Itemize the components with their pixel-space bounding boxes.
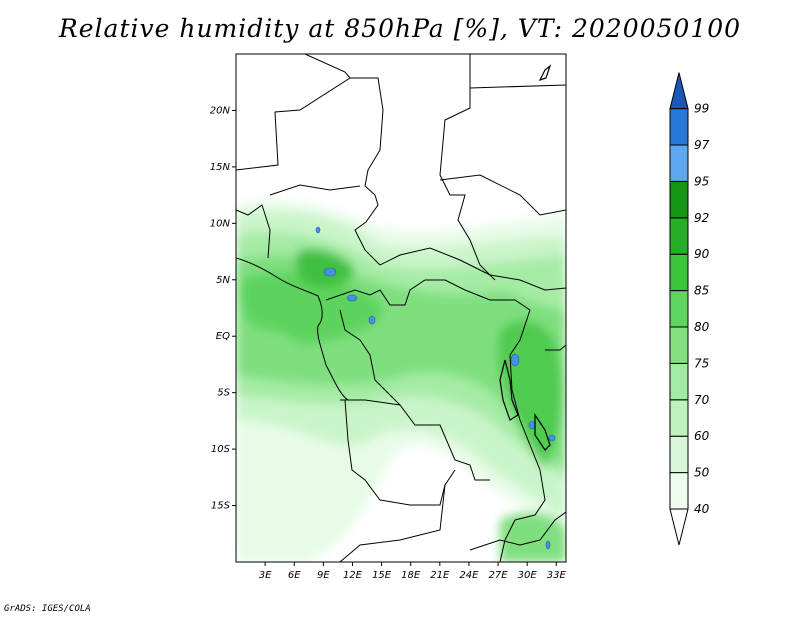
map-frame — [235, 53, 567, 563]
colorbar-label: 75 — [694, 356, 709, 370]
lon-tick-label: 3E — [259, 570, 272, 581]
lon-tick-label: 15E — [372, 570, 392, 581]
lon-tick-label: 18E — [401, 570, 421, 581]
colorbar-label: 90 — [694, 247, 710, 261]
credit-label: GrADS: IGES/COLA — [4, 604, 91, 614]
colorbar-segment — [669, 290, 689, 328]
colorbar-segment — [669, 72, 689, 110]
lon-tick-label: 33E — [547, 570, 567, 581]
humidity-field — [236, 54, 566, 562]
colorbar-segment — [669, 472, 689, 510]
colorbar-label: 92 — [694, 211, 709, 225]
colorbar-segment — [669, 326, 689, 364]
lon-tick-label: 24E — [459, 570, 479, 581]
lat-tick-label: 10S — [211, 444, 231, 455]
colorbar-segment — [669, 362, 689, 401]
colorbar-segment — [669, 144, 689, 182]
country-borders — [236, 54, 566, 562]
colorbar-segment — [669, 180, 689, 219]
colorbar-segment — [669, 253, 689, 292]
lon-tick-label: 27E — [489, 570, 509, 581]
map-title: Relative humidity at 850hPa [%], VT: 202… — [58, 14, 742, 43]
latitude-axis: 20N 15N 10N 5N EQ 5S 10S 15S — [210, 105, 236, 512]
colorbar-label: 50 — [694, 466, 710, 480]
lat-tick-label: 5N — [216, 275, 230, 286]
longitude-axis: 3E 6E 9E 12E 15E 18E 21E 24E 27E 30E 33E — [259, 562, 567, 581]
colorbar: 40 50 60 70 75 80 85 90 92 95 97 99 — [669, 72, 710, 546]
lat-tick-label: 20N — [210, 105, 231, 116]
colorbar-label: 40 — [694, 502, 710, 516]
lat-tick-label: 15N — [210, 162, 231, 173]
colorbar-label: 95 — [694, 174, 709, 188]
lon-tick-label: 30E — [518, 570, 538, 581]
colorbar-label: 80 — [694, 320, 710, 334]
lon-tick-label: 12E — [343, 570, 363, 581]
colorbar-segment — [669, 508, 689, 546]
colorbar-label: 85 — [694, 284, 709, 298]
lat-tick-label: 15S — [211, 501, 231, 512]
lon-tick-label: 6E — [288, 570, 301, 581]
colorbar-segment — [669, 435, 689, 474]
lon-tick-label: 21E — [430, 570, 450, 581]
colorbar-segment — [669, 399, 689, 437]
colorbar-label: 99 — [694, 102, 709, 116]
lat-tick-label: 10N — [210, 218, 231, 229]
colorbar-label: 97 — [694, 138, 710, 152]
lat-tick-label: EQ — [216, 331, 230, 342]
colorbar-label: 60 — [694, 429, 710, 443]
lon-tick-label: 9E — [317, 570, 330, 581]
lakes — [499, 64, 552, 451]
lat-tick-label: 5S — [217, 388, 230, 399]
colorbar-label: 70 — [694, 393, 710, 407]
colorbar-segment — [669, 217, 689, 255]
colorbar-segment — [669, 108, 689, 146]
